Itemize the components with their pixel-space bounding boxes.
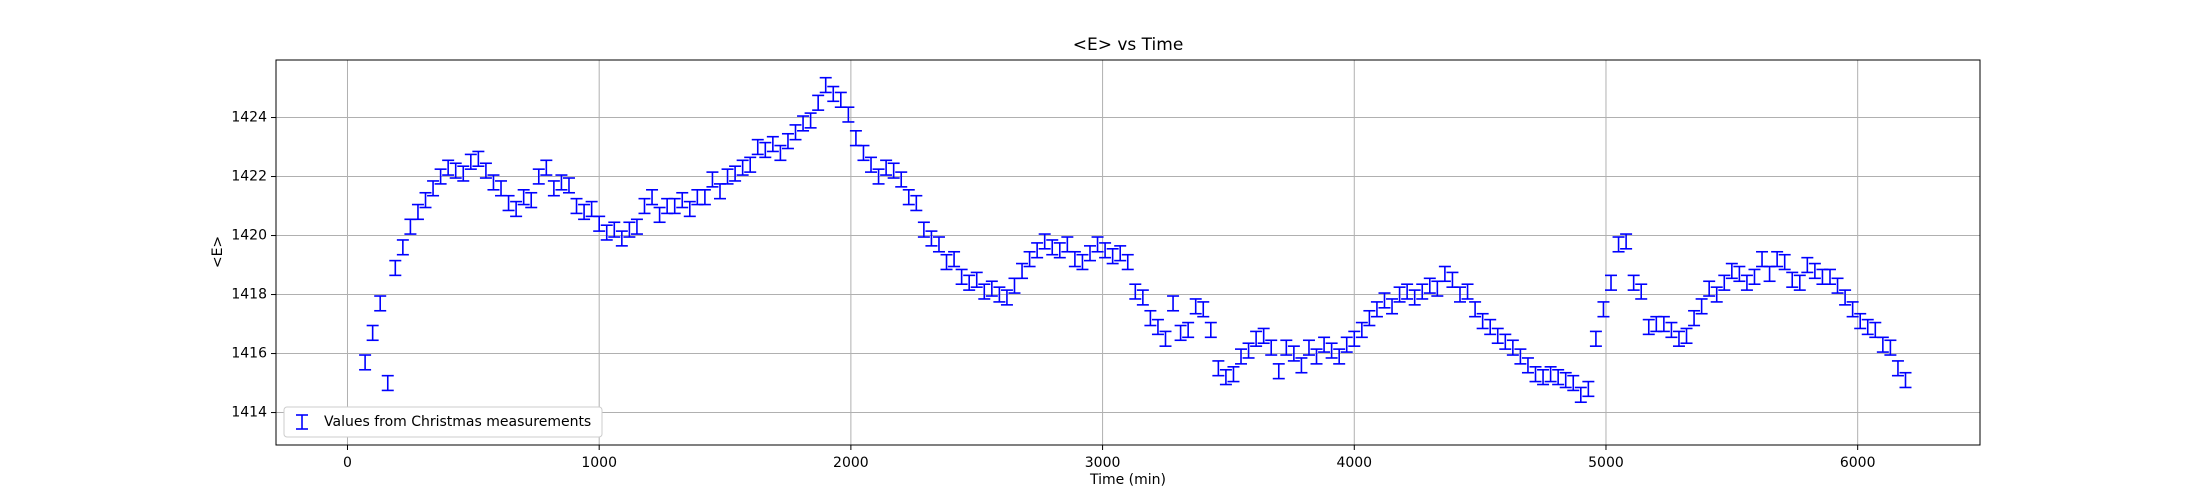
- x-tick-label: 5000: [1588, 455, 1624, 471]
- y-tick-label: 1420: [231, 228, 267, 244]
- y-tick-label: 1416: [231, 346, 267, 362]
- y-tick-label: 1418: [231, 287, 267, 303]
- legend-label: Values from Christmas measurements: [324, 414, 591, 430]
- plot-frame: [275, 59, 1981, 446]
- legend-box: [283, 406, 603, 438]
- x-tick-label: 2000: [833, 455, 869, 471]
- x-tick-label: 1000: [581, 455, 617, 471]
- x-tick-label: 6000: [1840, 455, 1876, 471]
- x-tick-label: 4000: [1336, 455, 1372, 471]
- x-tick-label: 3000: [1085, 455, 1121, 471]
- x-tick-label: 0: [343, 455, 352, 471]
- y-tick-label: 1424: [231, 110, 267, 126]
- y-axis-label: <E>: [210, 236, 226, 268]
- y-tick-label: 1422: [231, 169, 267, 185]
- x-axis-label: Time (min): [1089, 472, 1166, 488]
- y-tick-label: 1414: [231, 405, 267, 421]
- chart-title: <E> vs Time: [1073, 35, 1184, 55]
